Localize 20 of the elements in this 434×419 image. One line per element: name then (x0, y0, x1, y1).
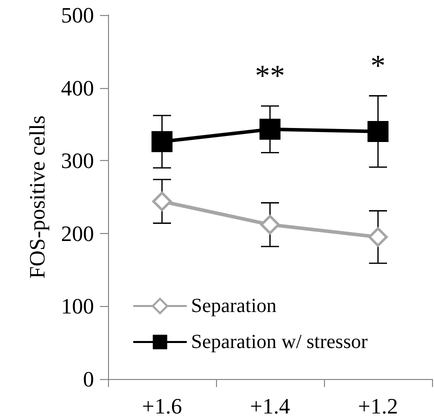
x-tick-label: +1.6 (142, 394, 182, 418)
annotation: * (370, 49, 386, 82)
point (152, 131, 172, 152)
point (260, 214, 280, 234)
y-tick-label: 0 (83, 366, 94, 392)
y-tick-label: 100 (61, 294, 94, 319)
x-tick-label: +1.2 (358, 394, 398, 418)
point (368, 120, 388, 142)
y-tick-label: 300 (61, 148, 94, 174)
legend-label: Separation w/ stressor (191, 331, 368, 353)
point (368, 227, 388, 247)
y-tick-label: 200 (61, 220, 94, 246)
x-tick-label: +1.4 (250, 394, 290, 418)
annotation: ** (255, 60, 285, 92)
y-tick-label: 500 (61, 2, 94, 28)
point (260, 118, 280, 140)
point (152, 192, 172, 212)
y-axis-title: FOS-positive cells (24, 115, 50, 279)
y-tick-label: 400 (61, 75, 94, 100)
legend-label: Separation (191, 295, 277, 317)
